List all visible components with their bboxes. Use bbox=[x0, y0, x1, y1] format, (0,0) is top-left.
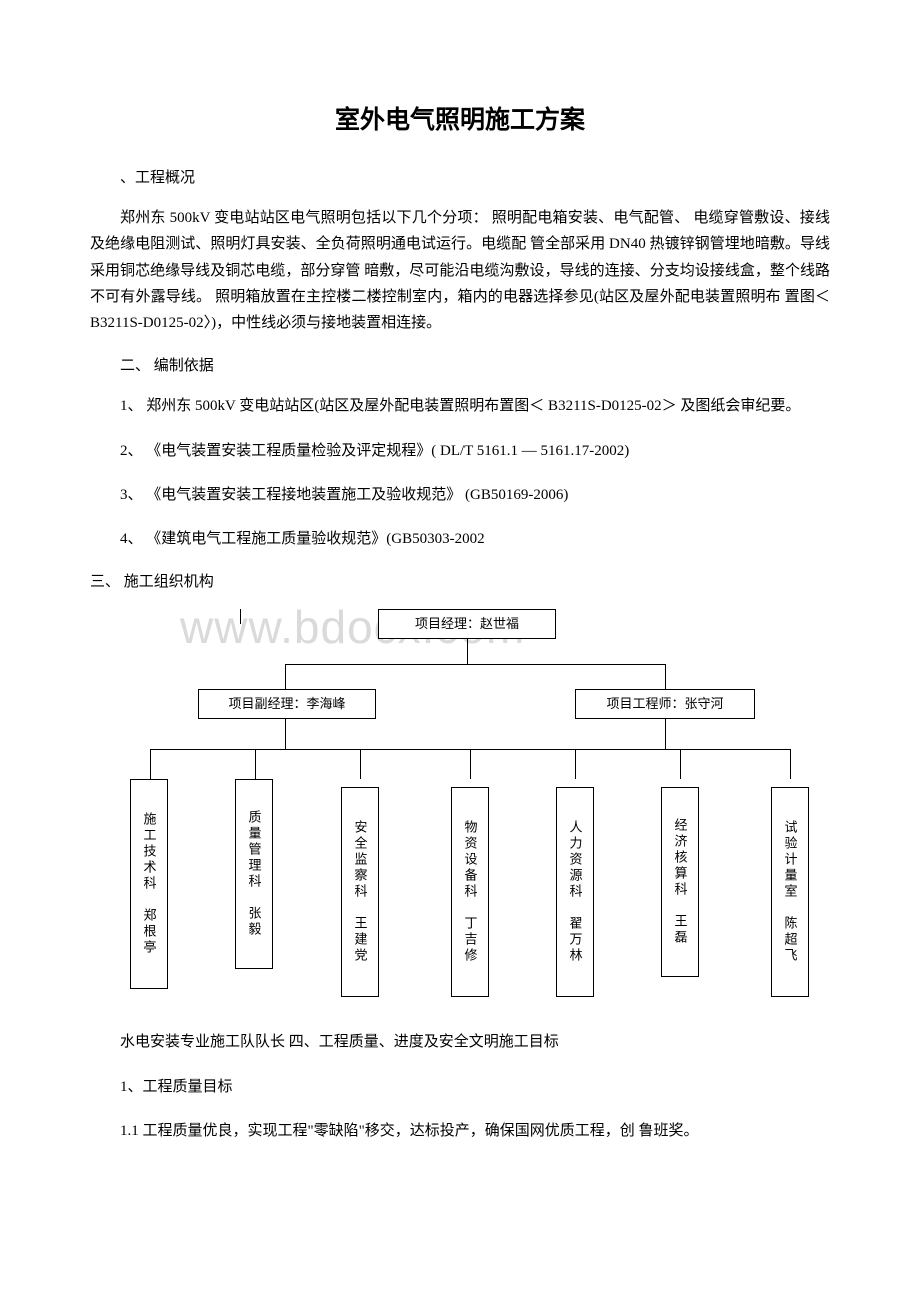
connector bbox=[150, 749, 151, 779]
connector bbox=[255, 749, 256, 779]
page-title: 室外电气照明施工方案 bbox=[90, 100, 830, 136]
node-engineer: 项目工程师：张守河 bbox=[575, 689, 755, 719]
leaf-6: 试验计量室 陈超飞 bbox=[771, 787, 809, 997]
basis-item-2: 2、 《电气装置安装工程质量检验及评定规程》( DL/T 5161.1 — 51… bbox=[90, 438, 830, 464]
connector bbox=[467, 639, 468, 664]
section-3-label: 三、 施工组织机构 bbox=[90, 570, 830, 591]
section-1-label: 、工程概况 bbox=[90, 166, 830, 187]
quality-target-label: 1、工程质量目标 bbox=[90, 1074, 830, 1100]
connector bbox=[285, 719, 286, 749]
connector bbox=[790, 749, 791, 779]
leaf-3: 物资设备科 丁吉修 bbox=[451, 787, 489, 997]
connector bbox=[680, 749, 681, 779]
node-deputy-pm: 项目副经理：李海峰 bbox=[198, 689, 376, 719]
section-2-label: 二、 编制依据 bbox=[90, 354, 830, 375]
basis-item-3: 3、 《电气装置安装工程接地装置施工及验收规范》 (GB50169-2006) bbox=[90, 482, 830, 508]
connector bbox=[470, 749, 471, 779]
connector bbox=[285, 664, 665, 665]
connector bbox=[665, 719, 666, 749]
node-pm: 项目经理：赵世福 bbox=[378, 609, 556, 639]
leaf-4: 人力资源科 翟万林 bbox=[556, 787, 594, 997]
connector bbox=[360, 749, 361, 779]
paragraph-overview: 郑州东 500kV 变电站站区电气照明包括以下几个分项： 照明配电箱安装、电气配… bbox=[90, 205, 830, 336]
paragraph-team-leader: 水电安装专业施工队队长 四、工程质量、进度及安全文明施工目标 bbox=[90, 1029, 830, 1055]
leaf-2: 安全监察科 王建党 bbox=[341, 787, 379, 997]
basis-item-4: 4、 《建筑电气工程施工质量验收规范》(GB50303-2002 bbox=[90, 526, 830, 552]
connector bbox=[285, 664, 286, 689]
org-chart: 项目经理：赵世福 项目副经理：李海峰 项目工程师：张守河 施工技术科 郑根亭 质… bbox=[120, 609, 835, 1009]
leaf-1: 质量管理科 张毅 bbox=[235, 779, 273, 969]
connector bbox=[575, 749, 576, 779]
leaf-5: 经济核算科 王磊 bbox=[661, 787, 699, 977]
leaf-0: 施工技术科 郑根亭 bbox=[130, 779, 168, 989]
connector bbox=[240, 609, 241, 624]
paragraph-quality: 1.1 工程质量优良，实现工程"零缺陷"移交，达标投产，确保国网优质工程，创 鲁… bbox=[90, 1118, 830, 1144]
connector bbox=[665, 664, 666, 689]
basis-item-1: 1、 郑州东 500kV 变电站站区(站区及屋外配电装置照明布置图＜ B3211… bbox=[90, 393, 830, 419]
